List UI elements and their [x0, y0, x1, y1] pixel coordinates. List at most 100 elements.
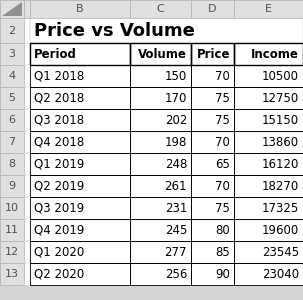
Bar: [234, 219, 303, 241]
Bar: [234, 131, 303, 153]
Bar: [24, 43, 30, 65]
Bar: [24, 65, 30, 87]
Text: 75: 75: [215, 113, 230, 127]
Bar: [130, 241, 191, 263]
Text: 7: 7: [8, 137, 15, 147]
Bar: [191, 263, 234, 285]
Text: Q4 2019: Q4 2019: [34, 224, 84, 236]
Bar: [130, 65, 191, 87]
Bar: [24, 87, 30, 109]
Bar: [130, 153, 191, 175]
Text: 5: 5: [8, 93, 15, 103]
Bar: [30, 65, 130, 87]
Bar: [24, 263, 30, 285]
Text: 70: 70: [215, 179, 230, 193]
Bar: [0, 109, 24, 131]
Bar: [191, 197, 234, 219]
Bar: [30, 43, 130, 65]
Bar: [191, 241, 234, 263]
Bar: [30, 87, 130, 109]
Bar: [24, 175, 30, 197]
Bar: [191, 65, 234, 87]
Bar: [191, 43, 234, 65]
Bar: [24, 153, 30, 175]
Text: 90: 90: [215, 268, 230, 281]
Bar: [234, 65, 303, 87]
Bar: [30, 153, 130, 175]
Bar: [30, 263, 130, 285]
Bar: [30, 0, 130, 18]
Bar: [24, 241, 30, 263]
Bar: [24, 131, 30, 153]
Bar: [130, 197, 191, 219]
Bar: [234, 87, 303, 109]
Bar: [30, 131, 130, 153]
Bar: [24, 241, 30, 263]
Bar: [191, 0, 234, 18]
Bar: [234, 219, 303, 241]
Bar: [130, 175, 191, 197]
Text: Price vs Volume: Price vs Volume: [34, 22, 195, 40]
Text: 17325: 17325: [262, 202, 299, 214]
Text: Price: Price: [197, 47, 230, 61]
Bar: [24, 197, 30, 219]
Bar: [234, 87, 303, 109]
Text: 70: 70: [215, 136, 230, 148]
Bar: [30, 65, 130, 87]
Text: B: B: [76, 4, 84, 14]
Bar: [30, 197, 130, 219]
Bar: [234, 153, 303, 175]
Bar: [191, 109, 234, 131]
Text: 75: 75: [215, 92, 230, 104]
Bar: [191, 87, 234, 109]
Text: 12750: 12750: [262, 92, 299, 104]
Bar: [191, 241, 234, 263]
Polygon shape: [2, 2, 22, 16]
Bar: [0, 263, 24, 285]
Text: 198: 198: [165, 136, 187, 148]
Bar: [24, 65, 30, 87]
Text: Q3 2018: Q3 2018: [34, 113, 84, 127]
Text: 75: 75: [215, 202, 230, 214]
Text: 70: 70: [215, 70, 230, 83]
Bar: [234, 43, 303, 65]
Bar: [30, 241, 130, 263]
Text: 245: 245: [165, 224, 187, 236]
Text: 13: 13: [5, 269, 19, 279]
Bar: [24, 18, 303, 285]
Text: 19600: 19600: [262, 224, 299, 236]
Bar: [191, 197, 234, 219]
Bar: [30, 219, 130, 241]
Text: C: C: [157, 4, 164, 14]
Text: Q2 2018: Q2 2018: [34, 92, 84, 104]
Text: 10: 10: [5, 203, 19, 213]
Bar: [130, 87, 191, 109]
Bar: [30, 131, 130, 153]
Text: 65: 65: [215, 158, 230, 170]
Bar: [30, 109, 130, 131]
Bar: [30, 263, 130, 285]
Bar: [234, 109, 303, 131]
Bar: [30, 87, 130, 109]
Text: 11: 11: [5, 225, 19, 235]
Bar: [234, 263, 303, 285]
Text: 231: 231: [165, 202, 187, 214]
Text: 150: 150: [165, 70, 187, 83]
Bar: [234, 131, 303, 153]
Bar: [130, 219, 191, 241]
Bar: [24, 131, 30, 153]
Text: Q1 2018: Q1 2018: [34, 70, 84, 83]
Bar: [130, 197, 191, 219]
Bar: [130, 153, 191, 175]
Bar: [234, 0, 303, 18]
Bar: [0, 18, 24, 43]
Bar: [24, 153, 30, 175]
Bar: [130, 175, 191, 197]
Bar: [191, 131, 234, 153]
Text: 202: 202: [165, 113, 187, 127]
Bar: [234, 241, 303, 263]
Bar: [191, 131, 234, 153]
Bar: [191, 263, 234, 285]
Bar: [234, 263, 303, 285]
Bar: [130, 43, 191, 65]
